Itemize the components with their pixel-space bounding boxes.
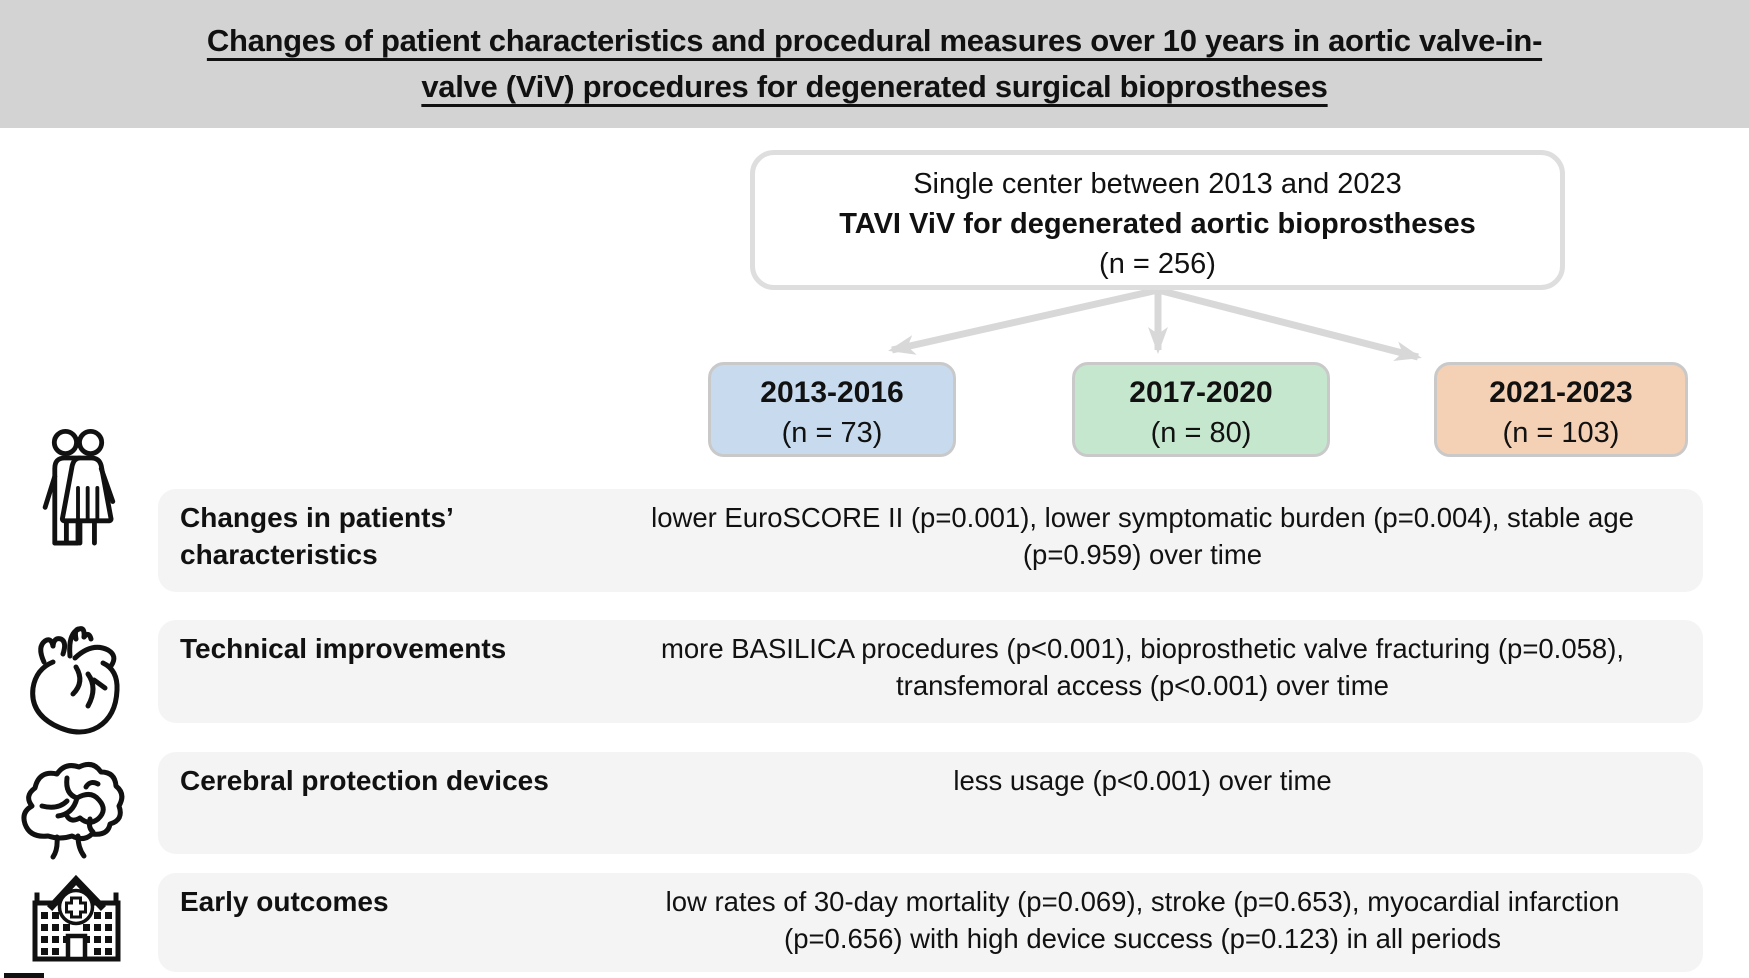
study-n: (n = 256) (1099, 248, 1216, 280)
patients-couple-icon (32, 428, 124, 546)
cohort-n: (n = 80) (1150, 417, 1252, 449)
finding-row-patients: Changes in patients’ characteristics low… (158, 489, 1703, 592)
arrow-left-icon (888, 286, 1159, 355)
hospital-building-icon (28, 866, 124, 964)
cohort-box-2013-2016: 2013-2016 (n = 73) (708, 362, 956, 457)
cohort-box-2017-2020: 2017-2020 (n = 80) (1072, 362, 1330, 457)
figure-title-line1: Changes of patient characteristics and p… (206, 23, 1543, 58)
cohort-n: (n = 73) (781, 417, 883, 449)
cohort-period: 2021-2023 (1489, 376, 1633, 409)
study-population: TAVI ViV for degenerated aortic bioprost… (839, 208, 1476, 240)
cohort-period: 2017-2020 (1129, 376, 1273, 409)
brain-icon (14, 758, 128, 860)
bottom-edge-mark (4, 973, 44, 978)
arrow-right-icon (1157, 286, 1422, 361)
anatomical-heart-icon (20, 620, 126, 742)
finding-result: less usage (p<0.001) over time (953, 765, 1332, 796)
finding-result: low rates of 30-day mortality (p=0.069),… (665, 886, 1620, 954)
study-source-box: Single center between 2013 and 2023 TAVI… (750, 150, 1565, 290)
title-bar: Changes of patient characteristics and p… (0, 0, 1749, 128)
cohort-n: (n = 103) (1502, 417, 1620, 449)
finding-label: Technical improvements (180, 633, 507, 664)
finding-label: Changes in patients’ characteristics (180, 502, 453, 570)
finding-result: more BASILICA procedures (p<0.001), biop… (660, 633, 1624, 701)
figure-title-line2: valve (ViV) procedures for degenerated s… (421, 69, 1328, 104)
cohort-box-2021-2023: 2021-2023 (n = 103) (1434, 362, 1688, 457)
finding-label: Early outcomes (180, 886, 389, 917)
finding-row-technical: Technical improvements more BASILICA pro… (158, 620, 1703, 723)
cohort-period: 2013-2016 (760, 376, 904, 409)
finding-row-outcomes: Early outcomes low rates of 30-day morta… (158, 873, 1703, 972)
study-setting: Single center between 2013 and 2023 (913, 168, 1402, 200)
finding-row-cerebral: Cerebral protection devices less usage (… (158, 752, 1703, 854)
finding-result: lower EuroSCORE II (p=0.001), lower symp… (651, 502, 1634, 570)
finding-label: Cerebral protection devices (180, 765, 549, 796)
